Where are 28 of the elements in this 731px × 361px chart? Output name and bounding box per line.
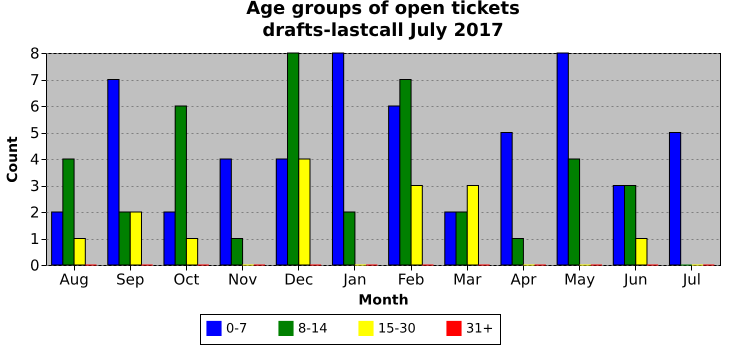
y-tick-label: 6 [30, 98, 40, 116]
y-tick-label: 4 [30, 150, 40, 168]
legend-label: 0-7 [226, 321, 248, 336]
x-tick-label: Jan [342, 270, 366, 288]
x-tick-label: Oct [173, 270, 200, 288]
chart-title: Age groups of open tickets drafts-lastcall July 2017 [246, 0, 520, 41]
y-tick-label: 3 [30, 177, 40, 195]
legend-label: 31+ [466, 321, 494, 336]
y-tick-label: 1 [30, 230, 40, 248]
x-tick-label: Mar [453, 270, 482, 288]
legend-label: 8-14 [298, 321, 328, 336]
x-tick-label: Apr [510, 270, 538, 288]
y-tick-label: 7 [30, 71, 40, 89]
x-tick-label: Nov [228, 270, 258, 288]
y-tick-label: 5 [30, 124, 40, 142]
x-tick-label: Feb [398, 270, 424, 288]
y-axis-title: Count [4, 136, 21, 183]
x-tick-label: Dec [284, 270, 314, 288]
x-tick-label: Jun [623, 270, 648, 288]
x-tick-label: Sep [116, 270, 144, 288]
x-tick-label: Aug [59, 270, 89, 288]
x-tick-label: May [564, 270, 596, 288]
legend-label: 15-30 [378, 321, 416, 336]
x-tick-label: Jul [682, 270, 701, 288]
y-tick-label: 8 [30, 44, 40, 62]
y-tick-label: 0 [30, 256, 40, 274]
x-axis-title: Month [358, 292, 409, 308]
y-tick-label: 2 [30, 204, 40, 222]
